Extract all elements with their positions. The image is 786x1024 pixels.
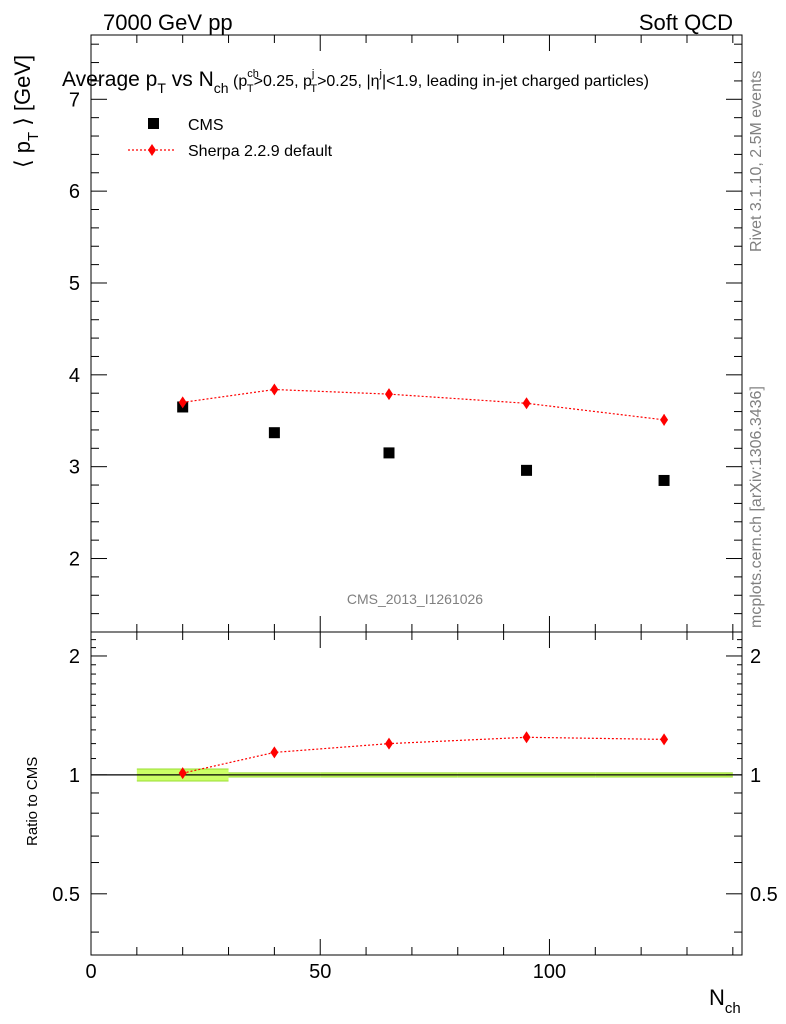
ratio-y-tick-label-left: 0.5 (52, 884, 80, 906)
main-y-tick-label: 5 (69, 273, 80, 295)
axis-ticks (90, 35, 742, 955)
legend-cms-label: CMS (188, 117, 224, 134)
process-label: Soft QCD (639, 10, 733, 35)
sherpa-data-point (270, 383, 279, 396)
ratio-y-axis-label: Ratio to CMS (24, 757, 41, 846)
main-y-tick-label: 3 (69, 457, 80, 479)
main-y-tick-label: 2 (69, 549, 80, 571)
main-y-tick-label: 7 (69, 89, 80, 111)
ratio-y-tick-label-left: 2 (69, 646, 80, 668)
x-tick-label: 0 (85, 961, 96, 983)
ratio-y-tick-label-right: 2 (750, 646, 761, 668)
main-y-axis-label: ⟨ pT ⟩ [GeV] (10, 55, 42, 168)
ratio-sherpa-line (182, 736, 665, 774)
x-axis-label: Nch (709, 985, 741, 1017)
rivet-version-label: Rivet 3.1.10, 2.5M events (748, 71, 765, 252)
sherpa-data-point (660, 413, 669, 426)
ratio-plot-frame (90, 631, 743, 956)
legend-sherpa-label: Sherpa 2.2.9 default (188, 143, 333, 160)
mcplots-credit-label: mcplots.cern.ch [arXiv:1306.3436] (748, 386, 765, 628)
sherpa-data-point (384, 388, 393, 401)
main-y-tick-label: 6 (69, 181, 80, 203)
cms-data-point (383, 447, 395, 459)
ratio-sherpa-point (384, 737, 393, 750)
ratio-sherpa-point (660, 733, 669, 746)
data-series (177, 383, 670, 780)
ratio-sherpa-point (178, 767, 187, 780)
x-tick-label: 100 (533, 961, 566, 983)
cms-data-point (521, 464, 533, 476)
data-uncertainty-band (91, 768, 742, 782)
energy-label: 7000 GeV pp (103, 10, 233, 35)
legend-sherpa-marker (148, 144, 156, 156)
sherpa-data-point (178, 396, 187, 409)
analysis-tag: CMS_2013_I1261026 (347, 591, 483, 607)
ratio-y-tick-label-right: 1 (750, 765, 761, 787)
cms-data-point (268, 427, 280, 439)
ratio-sherpa-point (522, 731, 531, 744)
x-tick-label: 50 (309, 961, 331, 983)
ratio-sherpa-point (270, 746, 279, 759)
ratio-y-tick-label-left: 1 (69, 765, 80, 787)
main-y-tick-label: 4 (69, 365, 80, 387)
sherpa-data-point (522, 397, 531, 410)
plot-title: Average pT vs Nch (pch T>0.25, pj T>0.25, … (62, 68, 649, 96)
ratio-y-tick-label-right: 0.5 (750, 884, 778, 906)
axis-tick-labels: 2 3 4 5 6 7 0 50 100 0.5 0.5 1 1 2 2 (52, 89, 778, 983)
cms-data-point (658, 474, 670, 486)
sherpa-line (182, 388, 665, 421)
legend-cms-marker (148, 118, 159, 129)
